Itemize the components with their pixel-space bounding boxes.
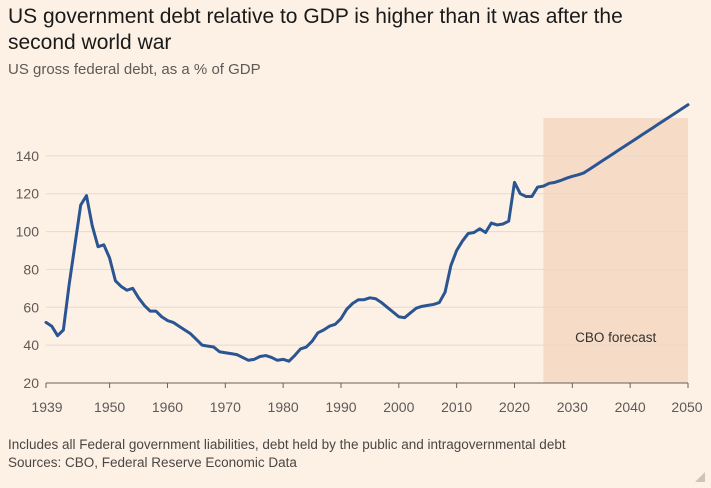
x-tick-label: 2020 [499,399,530,415]
x-tick-label: 2050 [671,399,702,415]
footnote-note: Includes all Federal government liabilit… [8,437,566,452]
debt-to-gdp-line [44,103,690,363]
x-tick-label: 1939 [31,399,62,415]
y-tick-label: 20 [23,375,39,391]
x-tick-label: 2030 [557,399,588,415]
x-tick-label: 1960 [152,399,183,415]
x-tick-label: 1990 [325,399,356,415]
x-axis-tick-marks [45,383,689,388]
x-tick-label: 1980 [268,399,299,415]
y-axis-tick-labels: 20 40 60 80 100 120 140 [16,148,40,391]
resize-corner-icon [695,472,705,482]
x-tick-label: 2010 [441,399,472,415]
chart-title: US government debt relative to GDP is hi… [8,5,623,54]
forecast-region [543,118,688,383]
x-tick-label: 1950 [94,399,125,415]
gridlines [46,155,688,346]
y-tick-label: 80 [23,261,39,277]
y-tick-label: 120 [16,186,40,202]
y-tick-label: 100 [16,224,40,240]
x-tick-label: 2040 [615,399,646,415]
footnote-source: Sources: CBO, Federal Reserve Economic D… [8,455,297,470]
y-tick-label: 60 [23,299,39,315]
y-tick-label: 40 [23,337,39,353]
chart-subtitle: US gross federal debt, as a % of GDP [8,61,261,78]
x-tick-label: 2000 [383,399,414,415]
x-axis-tick-labels: 1939 1950 1960 1970 1980 1990 2000 2010 2020 2030… [31,399,702,415]
x-tick-label: 1970 [210,399,241,415]
footnote: Includes all Federal government liabilit… [8,436,566,472]
forecast-label: CBO forecast [575,330,656,345]
y-tick-label: 140 [16,148,40,164]
